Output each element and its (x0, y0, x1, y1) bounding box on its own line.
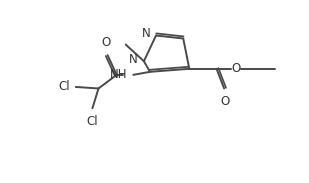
Text: N: N (129, 53, 137, 66)
Text: Cl: Cl (87, 115, 98, 128)
Text: O: O (220, 95, 230, 108)
Text: N: N (142, 27, 150, 40)
Text: O: O (232, 62, 241, 75)
Text: O: O (101, 36, 111, 48)
Text: Cl: Cl (59, 80, 70, 93)
Text: NH: NH (110, 68, 128, 81)
